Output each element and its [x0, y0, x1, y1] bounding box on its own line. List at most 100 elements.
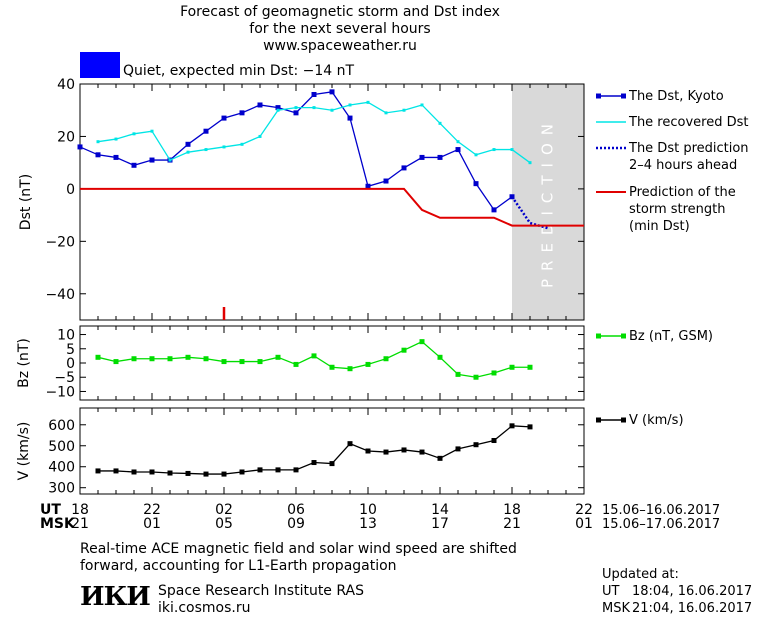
data-point-v-0: [185, 470, 191, 476]
data-point-dst-0: [419, 154, 425, 160]
footer-note-line2: forward, accounting for L1-Earth propaga…: [80, 558, 397, 574]
data-point-bz-0: [491, 370, 497, 376]
data-point-bz-0: [185, 354, 191, 360]
data-point-bz-0: [401, 347, 407, 353]
data-point-dst-0: [455, 147, 461, 153]
legend-marker-0: [621, 93, 626, 99]
prediction-label: PREDICTION: [539, 116, 557, 288]
xtick-msk-label: 21: [503, 516, 521, 532]
data-point-v-0: [347, 441, 353, 447]
data-point-dst-0: [437, 154, 443, 160]
prediction-zone: [512, 84, 584, 320]
data-point-v-0: [401, 447, 407, 453]
data-point-bz-0: [455, 371, 461, 377]
footer-note-line1: Real-time ACE magnetic field and solar w…: [80, 541, 517, 557]
updated-ut-value: 18:04, 16.06.2017: [632, 584, 753, 599]
data-point-dst-1: [348, 103, 352, 107]
data-point-v-0: [473, 442, 479, 448]
data-point-dst-1: [384, 111, 388, 115]
legend-label-1: The recovered Dst: [628, 115, 748, 130]
data-point-dst-1: [132, 132, 136, 136]
x-ut-dates: 15.06–16.06.2017: [602, 503, 720, 518]
data-point-v-0: [491, 438, 497, 444]
data-point-dst-1: [186, 150, 190, 154]
updated-msk-label: MSK: [602, 601, 630, 616]
data-point-bz-0: [275, 354, 281, 360]
x-msk-label: MSK: [40, 516, 76, 532]
legend-marker-5: [621, 417, 626, 423]
data-point-v-0: [95, 468, 101, 474]
panel-frame-dst: [79, 83, 585, 321]
data-point-dst-1: [150, 129, 154, 133]
ytick-label-bz: −10: [45, 384, 75, 400]
data-point-dst-1: [294, 106, 298, 110]
updated-msk-value: 21:04, 16.06.2017: [632, 601, 753, 616]
institute-site[interactable]: iki.cosmos.ru: [158, 600, 251, 616]
legend-label-0: The Dst, Kyoto: [628, 89, 724, 104]
data-point-dst-1: [456, 140, 460, 144]
data-point-dst-0: [365, 183, 371, 189]
xtick-msk-label: 05: [215, 516, 233, 532]
data-point-v-0: [383, 449, 389, 455]
data-point-v-0: [455, 446, 461, 452]
xtick-msk-label: 21: [71, 516, 89, 532]
data-point-dst-0: [131, 162, 137, 168]
data-point-dst-0: [239, 110, 245, 116]
data-point-dst-0: [473, 181, 479, 187]
data-point-bz-0: [527, 364, 533, 370]
xtick-ut-label: 06: [287, 502, 305, 518]
data-point-v-0: [131, 469, 137, 475]
data-point-bz-0: [437, 354, 443, 360]
site-url[interactable]: www.spaceweather.ru: [263, 38, 417, 54]
ytick-label-v: 500: [48, 439, 75, 455]
legend-label-3: (min Dst): [629, 219, 690, 234]
data-point-dst-0: [257, 102, 263, 108]
data-point-dst-0: [401, 165, 407, 171]
legend-label-3: storm strength: [629, 202, 726, 217]
xtick-ut-label: 14: [431, 502, 449, 518]
data-point-dst-1: [510, 148, 514, 152]
ytick-label-dst: 40: [57, 77, 75, 93]
data-point-dst-1: [276, 108, 280, 112]
data-point-bz-0: [509, 364, 515, 370]
ylabel-v: V (km/s): [16, 422, 32, 481]
ytick-label-v: 600: [48, 418, 75, 434]
data-point-bz-0: [383, 356, 389, 362]
data-point-bz-0: [113, 359, 119, 365]
x-ut-label: UT: [40, 502, 61, 518]
xtick-ut-label: 22: [575, 502, 593, 518]
status-text: Quiet, expected min Dst: −14 nT: [123, 63, 355, 79]
data-point-dst-0: [491, 207, 497, 213]
ytick-label-bz: −5: [54, 370, 75, 386]
xtick-ut-label: 02: [215, 502, 233, 518]
data-point-bz-0: [419, 339, 425, 345]
data-point-dst-0: [329, 89, 335, 95]
xtick-msk-label: 01: [575, 516, 593, 532]
data-point-bz-0: [257, 359, 263, 365]
legend-marker-4: [621, 333, 626, 339]
data-point-bz-0: [311, 353, 317, 359]
data-point-dst-0: [95, 152, 101, 158]
institute-name: Space Research Institute RAS: [158, 583, 364, 599]
legend-label-3: Prediction of the: [629, 185, 736, 200]
data-point-dst-0: [149, 157, 155, 163]
data-point-dst-1: [204, 148, 208, 152]
data-point-dst-0: [293, 110, 299, 116]
data-point-bz-0: [365, 361, 371, 367]
data-point-v-0: [329, 461, 335, 467]
data-point-v-0: [527, 424, 533, 430]
iki-logo: ИКИ: [80, 582, 151, 612]
ytick-label-v: 300: [48, 481, 75, 497]
data-point-dst-0: [113, 154, 119, 160]
ytick-label-dst: −40: [45, 287, 75, 303]
data-point-v-0: [257, 467, 263, 473]
data-point-dst-0: [221, 115, 227, 121]
data-point-dst-1: [402, 108, 406, 112]
data-point-bz-0: [95, 354, 101, 360]
xtick-ut-label: 18: [503, 502, 521, 518]
data-point-dst-1: [240, 142, 244, 146]
ylabel-bz: Bz (nT): [16, 338, 32, 388]
data-point-bz-0: [473, 374, 479, 380]
data-point-dst-1: [528, 161, 532, 165]
updated-ut-label: UT: [602, 584, 620, 599]
